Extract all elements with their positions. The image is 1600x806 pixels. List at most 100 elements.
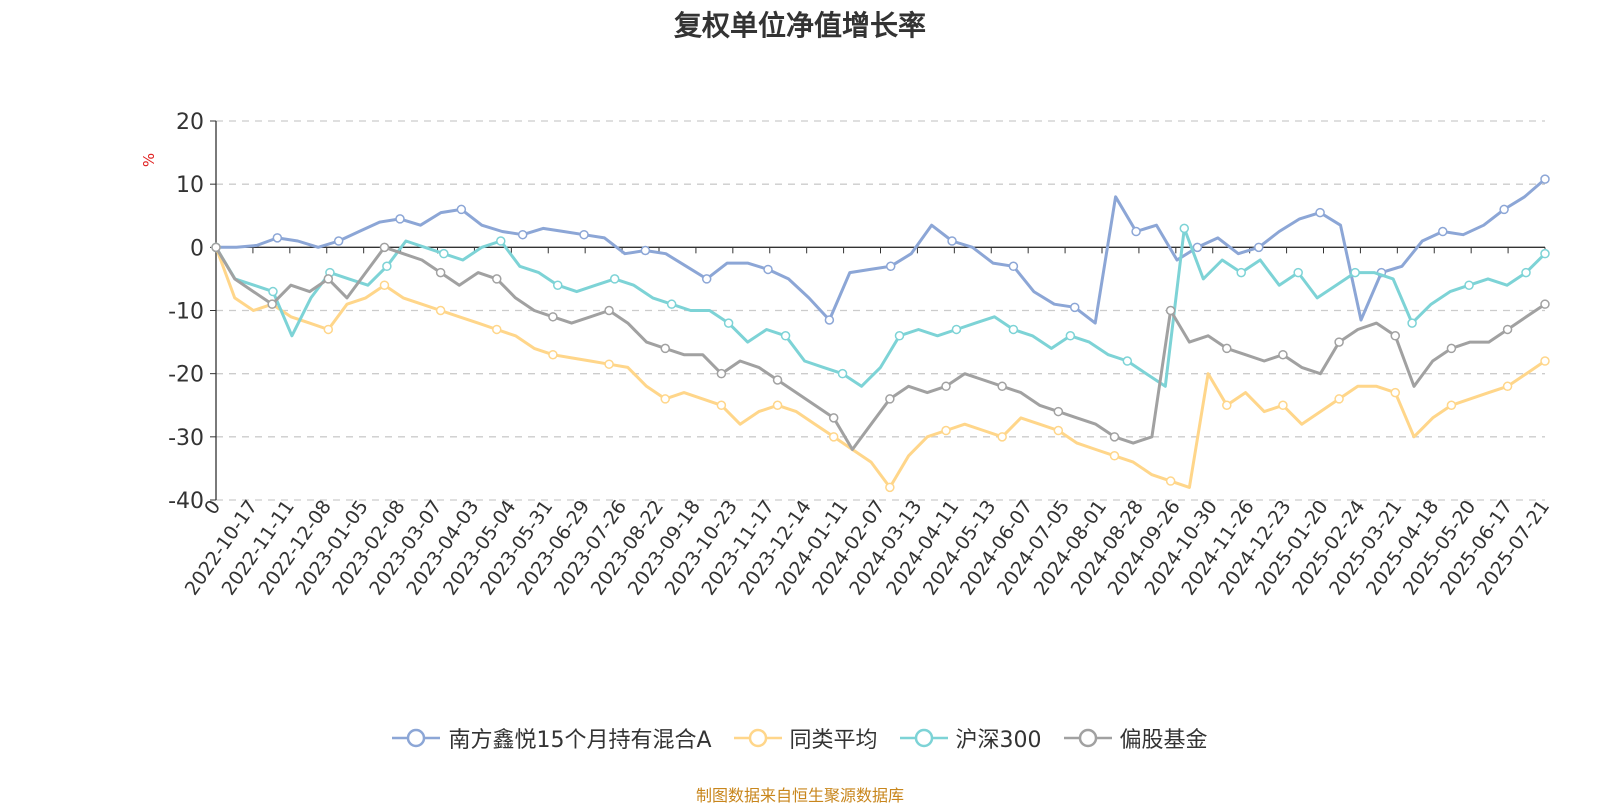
data-point [1293,267,1303,278]
data-point [1109,451,1120,461]
data-point [947,236,957,246]
data-point [268,286,278,297]
data-point [323,274,334,284]
data-point [1278,400,1288,410]
data-point [1540,174,1550,184]
legend-item[interactable]: 南方鑫悦15个月持有混合A [392,722,712,754]
series-line [214,226,1547,388]
data-point [1334,394,1344,404]
data-point [604,305,614,316]
data-point [1179,223,1190,234]
data-point [780,331,791,341]
data-point [1065,331,1076,341]
data-point [1446,343,1457,354]
data-point [1499,204,1509,215]
data-point [1315,207,1325,218]
data-point [333,236,344,246]
data-point [1446,400,1457,410]
data-point [997,432,1007,442]
legend: 南方鑫悦15个月持有混合A 同类平均 沪深300 偏股基金 [0,722,1600,754]
data-point [1131,226,1141,237]
data-point [885,261,896,272]
data-point [1464,280,1474,290]
legend-swatch-icon [899,728,948,748]
data-point [492,324,502,335]
data-point [609,274,620,284]
data-point [1540,356,1550,366]
data-point [548,312,558,322]
data-point [1192,242,1203,253]
data-point [323,324,334,335]
data-point [395,214,405,224]
data-point [1053,425,1064,436]
data-point [716,368,727,379]
data-point [552,280,563,290]
y-tick-label: 0 [190,236,204,261]
data-point [941,381,951,392]
y-tick-label: 10 [176,173,204,198]
y-tick-label: -40 [168,489,204,514]
data-point [267,299,277,309]
data-point [997,381,1007,392]
data-point [211,242,221,253]
data-point [1390,331,1401,341]
data-point [1122,356,1133,366]
data-point [894,331,905,341]
data-point [456,204,467,215]
data-point [772,400,783,410]
y-tick-label: -20 [168,363,204,388]
legend-label: 同类平均 [789,728,878,753]
data-point [1254,242,1264,253]
legend-label: 南方鑫悦15个月持有混合A [448,728,712,753]
data-point [1236,267,1246,278]
data-point [382,261,392,272]
data-point [701,274,712,284]
data-point [1521,267,1531,278]
data-point [272,233,283,243]
data-point [951,324,962,335]
data-point [828,432,839,442]
y-tick-label: -10 [168,300,204,325]
data-point [579,229,589,240]
data-point [435,305,446,316]
legend-label: 沪深300 [955,728,1042,753]
legend-item[interactable]: 沪深300 [899,722,1042,754]
data-point [379,242,390,253]
data-point [1008,261,1019,272]
data-point [1407,318,1417,328]
data-point [1053,406,1064,417]
data-point [604,359,614,369]
data-point [723,318,734,328]
legend-item[interactable]: 偏股基金 [1063,722,1208,754]
data-point [837,368,848,379]
data-point [772,375,783,385]
source-note: 制图数据来自恒生聚源数据库 [695,786,904,805]
data-point [1222,400,1232,410]
data-point [885,394,895,404]
data-point [1069,302,1080,313]
y-tick-label: 20 [176,110,204,135]
line-chart: 20100-10-20-30-40%02022-10-172022-11-112… [140,110,1554,599]
data-point [517,229,528,240]
data-point [716,400,727,410]
data-point [379,280,390,290]
legend-swatch-icon [392,728,441,748]
data-point [1502,381,1513,392]
y-tick-label: -30 [168,426,204,451]
data-point [1165,476,1176,486]
data-point [492,274,502,284]
legend-item[interactable]: 同类平均 [733,722,878,754]
data-point [496,236,506,246]
data-point [1438,226,1448,237]
y-axis-label: % [140,153,158,167]
data-point [1350,267,1360,278]
data-point [1334,337,1344,347]
data-point [548,349,558,360]
data-point [1165,305,1176,316]
data-point [1540,248,1550,259]
chart-title: 复权单位净值增长率 [673,9,926,42]
legend-swatch-icon [1063,728,1112,748]
data-point [666,299,677,309]
data-point [1502,324,1513,335]
legend-swatch-icon [733,728,782,748]
